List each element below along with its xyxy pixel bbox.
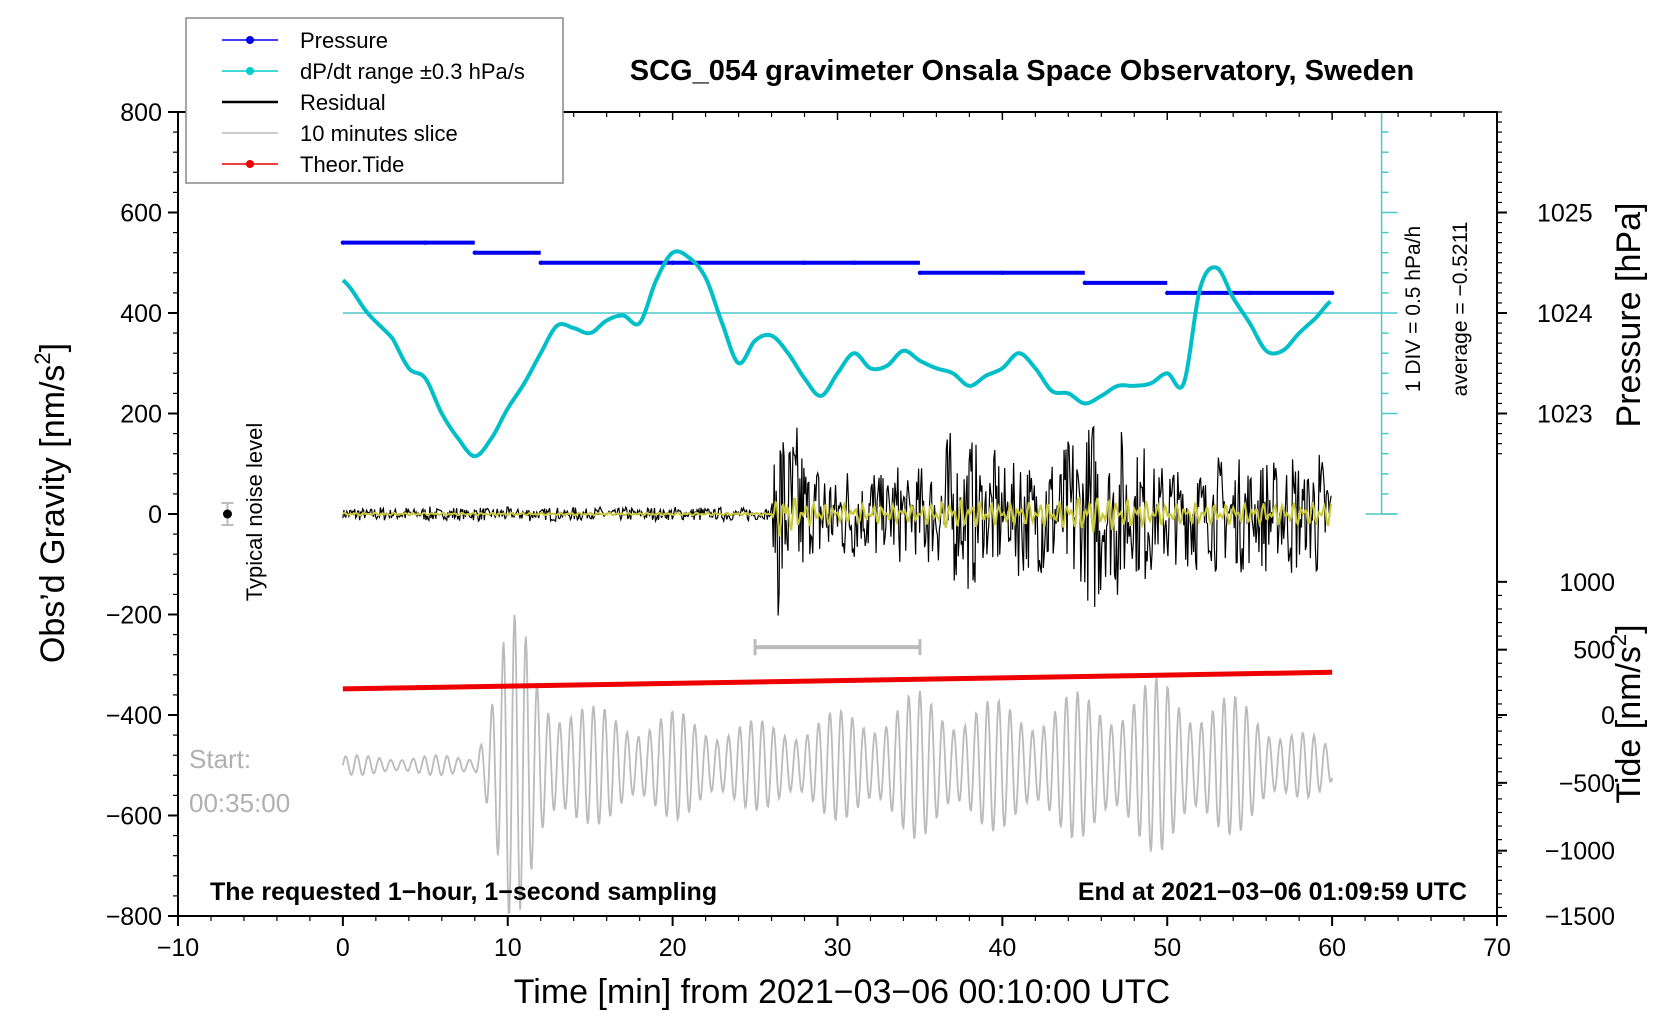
tide-tick-label: −500 (1559, 770, 1615, 798)
legend-label: dP/dt range ±0.3 hPa/s (300, 59, 525, 84)
x-tick-label: −10 (157, 934, 199, 962)
y-tick-label: 800 (120, 99, 162, 127)
pressure-point (670, 260, 675, 265)
legend: Pressure dP/dt range ±0.3 hPa/s Residual 10… (185, 17, 564, 184)
legend-label: Theor.Tide (300, 152, 404, 177)
y-axis-left-label-end: ] (34, 343, 72, 352)
pressure-tick-label: 1023 (1537, 401, 1593, 429)
legend-marker (246, 67, 254, 75)
y-tick-label: −800 (106, 903, 162, 931)
data-layer (221, 111, 1398, 915)
x-tick-label: 70 (1483, 934, 1511, 962)
x-tick-label: 10 (494, 934, 522, 962)
tide-tick-label: 1000 (1559, 569, 1615, 597)
x-tick-label: 40 (988, 934, 1016, 962)
legend-marker (246, 160, 254, 168)
legend-marker (246, 36, 254, 44)
tide-tick-label: −1000 (1545, 838, 1615, 866)
y-axis-pressure-label: Pressure [hPa] (1610, 203, 1648, 428)
legend-label: Pressure (300, 28, 388, 53)
noise-point (222, 509, 232, 519)
residual-line (342, 425, 1332, 616)
y-axis-left-label-sup: 2 (30, 352, 55, 364)
y-axis-tide-label: Tide [nm/s2] (1606, 624, 1648, 803)
dpdt-line (341, 249, 1332, 459)
tide-tick-label: 500 (1573, 637, 1615, 665)
chart-title: SCG_054 gravimeter Onsala Space Observat… (630, 55, 1414, 87)
pressure-point (917, 270, 923, 275)
legend-entries: Pressure dP/dt range ±0.3 hPa/s Residual 10… (222, 28, 525, 177)
y-axis-left-label-main: Obs’d Gravity [nm/s (34, 365, 72, 664)
y-tick-label: −600 (106, 803, 162, 831)
x-tick-label: 60 (1318, 934, 1346, 962)
pressure-point (1247, 290, 1252, 296)
y-axis-left-label: Obs’d Gravity [nm/s2] (30, 343, 72, 663)
y-axis-tide-label-sup: 2 (1606, 634, 1631, 646)
y-axis-tide-label-end: ] (1610, 624, 1648, 633)
tide-tick-label: 0 (1601, 702, 1615, 730)
footer-left-label: The requested 1−hour, 1−second sampling (210, 878, 717, 906)
pressure-point (1165, 290, 1170, 296)
x-tick-label: 0 (336, 934, 350, 962)
average-label: average = −0.5211 (1449, 222, 1472, 397)
slice-trace-line (341, 614, 1333, 915)
x-tick-label: 30 (824, 934, 852, 962)
start-time-label: 00:35:00 (189, 788, 290, 818)
pressure-point (538, 260, 543, 265)
y-tick-label: −400 (106, 702, 162, 730)
x-axis-label: Time [min] from 2021−03−06 00:10:00 UTC (514, 973, 1170, 1011)
x-tick-label: 20 (659, 934, 687, 962)
legend-label: 10 minutes slice (300, 121, 458, 146)
tide-line (342, 669, 1333, 692)
pressure-point (1329, 290, 1335, 296)
y-tick-label: 400 (120, 300, 162, 328)
pressure-point (1000, 270, 1005, 275)
noise-level-label: Typical noise level (242, 423, 267, 602)
x-tick-label: 50 (1153, 934, 1181, 962)
scale-label: 1 DIV = 0.5 hPa/h (1402, 226, 1425, 392)
y-tick-label: 600 (120, 200, 162, 228)
legend-label: Residual (300, 90, 386, 115)
pressure-point (1082, 280, 1088, 286)
pressure-point (340, 240, 346, 245)
pressure-point (851, 260, 857, 265)
y-axis-tide-label-main: Tide [nm/s (1610, 646, 1648, 803)
y-tick-label: −200 (106, 602, 162, 630)
pressure-tick-label: 1025 (1537, 200, 1593, 228)
pressure-point (423, 240, 428, 245)
tide-tick-label: −1500 (1545, 903, 1615, 931)
footer-right-label: End at 2021−03−06 01:09:59 UTC (1078, 878, 1467, 906)
axes-layer: −10 0 10 20 30 40 50 60 70 800 600 400 200 0 −200 −400 −… (106, 99, 1615, 962)
residual-smoothed-line (342, 496, 1333, 537)
start-label: Start: (189, 744, 251, 774)
pressure-point (802, 260, 807, 265)
y-tick-label: 200 (120, 401, 162, 429)
legend-box (185, 17, 564, 184)
pressure-point (472, 250, 477, 255)
y-tick-label: 0 (148, 501, 162, 529)
pressure-tick-label: 1024 (1537, 300, 1593, 328)
